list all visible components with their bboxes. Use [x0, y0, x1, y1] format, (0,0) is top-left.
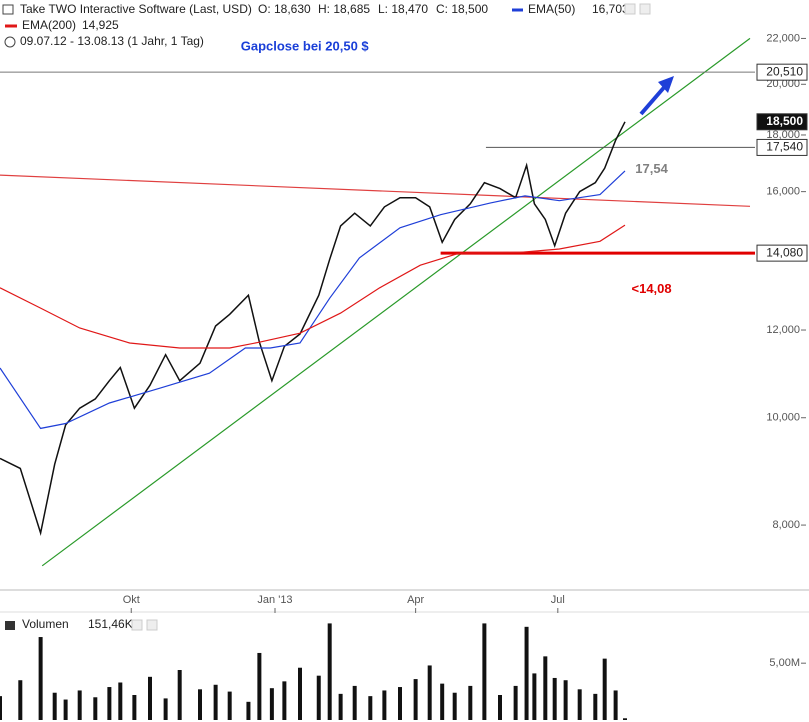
price-tag-label: 18,500 — [766, 114, 803, 128]
trendline — [0, 174, 751, 207]
volume-bar — [552, 677, 557, 720]
icon-button[interactable] — [624, 3, 636, 15]
y-tick-label: 18,000 — [766, 129, 800, 141]
volume-bar — [577, 689, 582, 720]
volume-bar — [198, 689, 202, 720]
y-tick-label: 8,000 — [772, 519, 800, 531]
arrow — [639, 82, 669, 116]
annotation: Gapclose bei 20,50 $ — [241, 39, 370, 54]
icon-button[interactable] — [131, 619, 143, 631]
volume-bar — [282, 681, 287, 720]
volume-bar — [148, 676, 152, 720]
volume-bar — [482, 623, 487, 720]
volume-bar — [52, 692, 57, 720]
volume-tick-label: 5,00M — [769, 657, 800, 669]
volume-bar — [298, 667, 302, 720]
volume-bar — [269, 688, 274, 720]
annotation: <14,08 — [632, 281, 672, 296]
volume-bar — [163, 698, 168, 720]
price-line — [0, 121, 626, 536]
arrow-head — [658, 76, 674, 93]
legend-label: EMA(50) — [528, 2, 575, 16]
volume-bar — [623, 718, 627, 720]
volume-bar — [77, 690, 82, 720]
volume-bar — [213, 684, 218, 720]
volume-bar — [177, 670, 182, 720]
icon-button[interactable] — [146, 619, 158, 631]
price-tag-label: 17,540 — [766, 140, 803, 154]
quote: C: 18,500 — [436, 2, 488, 16]
annotation: 17,54 — [635, 161, 668, 176]
volume-bar — [93, 697, 98, 720]
price-line — [0, 170, 626, 430]
trendline — [41, 37, 751, 567]
y-tick-label: 12,000 — [766, 324, 800, 336]
x-tick-label: Jul — [551, 594, 565, 606]
volume-bar — [382, 690, 387, 720]
volume-bar — [338, 693, 343, 720]
volume-icon — [5, 621, 15, 630]
volume-bar — [593, 693, 598, 720]
volume-bar — [63, 699, 68, 720]
price-tag — [756, 113, 808, 131]
volume-bar — [543, 656, 548, 720]
header: Take TWO Interactive Software (Last, USD… — [2, 2, 651, 48]
icon-button[interactable] — [639, 3, 651, 15]
volume-bar — [563, 680, 568, 720]
volume-bar — [38, 637, 43, 720]
y-tick-label: 22,000 — [766, 32, 800, 44]
volume-bar — [132, 695, 137, 720]
volume-bar — [257, 652, 262, 720]
y-tick-label: 20,000 — [766, 78, 800, 90]
volume-bar — [316, 675, 321, 720]
price-tag — [756, 244, 808, 262]
volume-bar — [107, 687, 112, 720]
legend-label: EMA(200) — [22, 18, 76, 32]
volume-label: Volumen — [22, 617, 69, 631]
chart-icon — [2, 4, 14, 15]
x-tick-label: Jan '13 — [257, 594, 292, 606]
volume-header: Volumen 151,46K — [5, 617, 158, 631]
volume-bar — [427, 665, 432, 720]
price-tag — [756, 138, 808, 156]
volume-bar — [18, 680, 23, 720]
price-line — [0, 224, 626, 349]
volume-bar — [468, 685, 473, 720]
price-tag-label: 14,080 — [766, 245, 803, 259]
volume-bar — [413, 679, 418, 720]
volume-bar — [118, 682, 123, 720]
volume-bar — [440, 683, 445, 720]
volume-bar — [368, 696, 373, 720]
quote: L: 18,470 — [378, 2, 428, 16]
quote: O: 18,630 — [258, 2, 311, 16]
volume-current: 151,46K — [88, 617, 133, 631]
volume-bar — [398, 687, 402, 720]
volume-bar — [602, 658, 607, 720]
volume-bar — [513, 685, 518, 720]
volume-bar — [613, 690, 618, 720]
legend-value: 16,703 — [592, 2, 629, 16]
quote: H: 18,685 — [318, 2, 370, 16]
y-tick-label: 10,000 — [766, 412, 800, 424]
volume-bar — [0, 696, 2, 720]
volume-bar — [498, 695, 502, 720]
header-title: Take TWO Interactive Software (Last, USD… — [20, 2, 252, 16]
legend-value: 14,925 — [82, 18, 119, 32]
volume-bar — [352, 685, 357, 720]
price-tag — [756, 63, 808, 81]
price-tag-label: 20,510 — [766, 64, 803, 78]
clock-icon — [4, 36, 16, 48]
period: 09.07.12 - 13.08.13 (1 Jahr, 1 Tag) — [20, 34, 204, 48]
volume-bar — [452, 692, 457, 720]
x-tick-label: Apr — [407, 594, 424, 606]
volume-bar — [524, 626, 529, 720]
volume-bar — [227, 691, 232, 720]
volume-bar — [246, 701, 251, 720]
volume-bar — [532, 673, 537, 720]
x-tick-label: Okt — [123, 594, 140, 606]
y-tick-label: 16,000 — [766, 186, 800, 198]
volume-bar — [327, 623, 332, 720]
